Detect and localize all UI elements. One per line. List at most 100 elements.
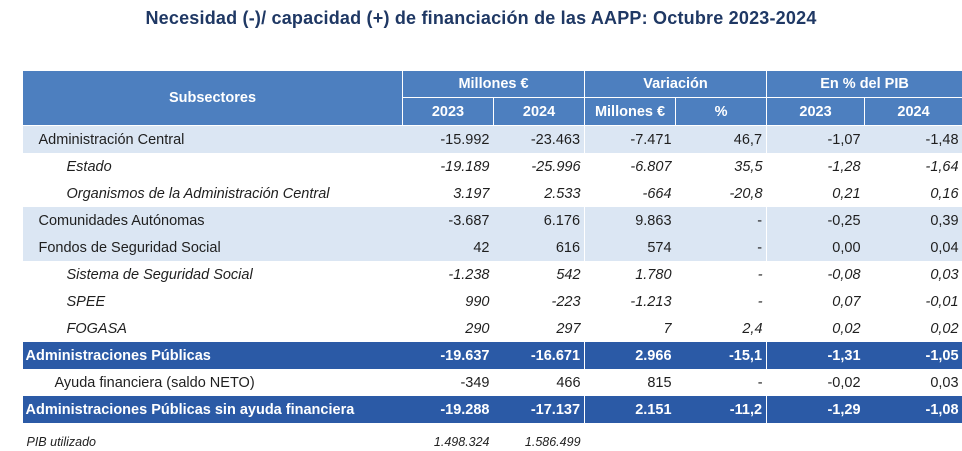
- row-label: Sistema de Seguridad Social: [23, 261, 403, 288]
- row-label: Fondos de Seguridad Social: [23, 234, 403, 261]
- cell-pib2023: -1,07: [767, 126, 865, 154]
- table-row: Organismos de la Administración Central …: [23, 180, 962, 207]
- cell-var-pct: -: [676, 261, 767, 288]
- cell-m2024: 2.533: [494, 180, 585, 207]
- row-label: Organismos de la Administración Central: [23, 180, 403, 207]
- row-label: Ayuda financiera (saldo NETO): [23, 369, 403, 396]
- cell-m2024: 616: [494, 234, 585, 261]
- header-2023: 2023: [403, 98, 494, 126]
- cell-var-pct: 2,4: [676, 315, 767, 342]
- cell-pib2024: -1,08: [865, 396, 962, 423]
- cell-pib2023: -0,08: [767, 261, 865, 288]
- footer-pib-2023: 1.498.324: [403, 423, 494, 451]
- table-row: Fondos de Seguridad Social 42 616 574 - …: [23, 234, 962, 261]
- cell-m2023: 3.197: [403, 180, 494, 207]
- cell-m2023: 42: [403, 234, 494, 261]
- cell-pib2023: -0,02: [767, 369, 865, 396]
- cell-m2023: 990: [403, 288, 494, 315]
- table-row: Administración Central -15.992 -23.463 -…: [23, 126, 962, 154]
- row-label: Administraciones Públicas sin ayuda fina…: [23, 396, 403, 423]
- cell-pib2024: 0,03: [865, 369, 962, 396]
- cell-m2023: -19.288: [403, 396, 494, 423]
- table-row: Estado -19.189 -25.996 -6.807 35,5 -1,28…: [23, 153, 962, 180]
- cell-var-pct: 46,7: [676, 126, 767, 154]
- header-millones-group: Millones €: [403, 71, 585, 98]
- cell-pib2023: -1,29: [767, 396, 865, 423]
- cell-var-pct: -: [676, 207, 767, 234]
- cell-m2023: 290: [403, 315, 494, 342]
- cell-var-pct: -: [676, 288, 767, 315]
- table-row: SPEE 990 -223 -1.213 - 0,07 -0,01: [23, 288, 962, 315]
- empty-cell: [767, 423, 865, 451]
- cell-pib2024: 0,04: [865, 234, 962, 261]
- cell-m2024: -23.463: [494, 126, 585, 154]
- cell-var-m: 9.863: [585, 207, 676, 234]
- header-var-pct: %: [676, 98, 767, 126]
- row-label: Comunidades Autónomas: [23, 207, 403, 234]
- cell-pib2023: 0,00: [767, 234, 865, 261]
- cell-m2023: -15.992: [403, 126, 494, 154]
- footer-pib-2024: 1.586.499: [494, 423, 585, 451]
- cell-pib2023: -0,25: [767, 207, 865, 234]
- cell-pib2024: -1,05: [865, 342, 962, 369]
- cell-var-m: -1.213: [585, 288, 676, 315]
- header-pib-group: En % del PIB: [767, 71, 962, 98]
- cell-m2024: -223: [494, 288, 585, 315]
- header-variacion-group: Variación: [585, 71, 767, 98]
- footer-label: PIB utilizado: [23, 423, 403, 451]
- total-row: Administraciones Públicas sin ayuda fina…: [23, 396, 962, 423]
- cell-m2024: -16.671: [494, 342, 585, 369]
- header-2024: 2024: [494, 98, 585, 126]
- table-row: Comunidades Autónomas -3.687 6.176 9.863…: [23, 207, 962, 234]
- header-pib-2023: 2023: [767, 98, 865, 126]
- cell-m2023: -1.238: [403, 261, 494, 288]
- cell-pib2023: 0,21: [767, 180, 865, 207]
- total-row: Administraciones Públicas -19.637 -16.67…: [23, 342, 962, 369]
- cell-m2024: -25.996: [494, 153, 585, 180]
- header-subsectores: Subsectores: [23, 71, 403, 126]
- cell-var-m: 1.780: [585, 261, 676, 288]
- footer-row: PIB utilizado 1.498.324 1.586.499: [23, 423, 962, 451]
- cell-var-m: -664: [585, 180, 676, 207]
- cell-var-pct: -: [676, 234, 767, 261]
- empty-cell: [676, 423, 767, 451]
- cell-var-m: 815: [585, 369, 676, 396]
- page-title: Necesidad (-)/ capacidad (+) de financia…: [0, 8, 962, 29]
- cell-var-pct: 35,5: [676, 153, 767, 180]
- row-label: FOGASA: [23, 315, 403, 342]
- cell-pib2023: -1,31: [767, 342, 865, 369]
- table-row: Ayuda financiera (saldo NETO) -349 466 8…: [23, 369, 962, 396]
- cell-pib2024: -0,01: [865, 288, 962, 315]
- row-label: Administraciones Públicas: [23, 342, 403, 369]
- cell-var-pct: -20,8: [676, 180, 767, 207]
- header-pib-2024: 2024: [865, 98, 962, 126]
- cell-pib2024: -1,48: [865, 126, 962, 154]
- row-label: SPEE: [23, 288, 403, 315]
- cell-var-m: 7: [585, 315, 676, 342]
- table-row: Sistema de Seguridad Social -1.238 542 1…: [23, 261, 962, 288]
- cell-m2024: 466: [494, 369, 585, 396]
- cell-var-m: -7.471: [585, 126, 676, 154]
- cell-pib2024: 0,16: [865, 180, 962, 207]
- header-var-millones: Millones €: [585, 98, 676, 126]
- cell-var-pct: -15,1: [676, 342, 767, 369]
- row-label: Administración Central: [23, 126, 403, 154]
- cell-m2023: -19.189: [403, 153, 494, 180]
- cell-pib2023: 0,07: [767, 288, 865, 315]
- cell-m2024: -17.137: [494, 396, 585, 423]
- table-row: FOGASA 290 297 7 2,4 0,02 0,02: [23, 315, 962, 342]
- cell-pib2023: 0,02: [767, 315, 865, 342]
- cell-var-pct: -11,2: [676, 396, 767, 423]
- cell-pib2024: 0,03: [865, 261, 962, 288]
- cell-var-pct: -: [676, 369, 767, 396]
- cell-var-m: 2.151: [585, 396, 676, 423]
- cell-m2024: 297: [494, 315, 585, 342]
- row-label: Estado: [23, 153, 403, 180]
- financing-table: Subsectores Millones € Variación En % de…: [22, 70, 962, 451]
- cell-pib2024: 0,39: [865, 207, 962, 234]
- empty-cell: [585, 423, 676, 451]
- empty-cell: [865, 423, 962, 451]
- cell-var-m: 574: [585, 234, 676, 261]
- cell-pib2024: 0,02: [865, 315, 962, 342]
- cell-m2024: 6.176: [494, 207, 585, 234]
